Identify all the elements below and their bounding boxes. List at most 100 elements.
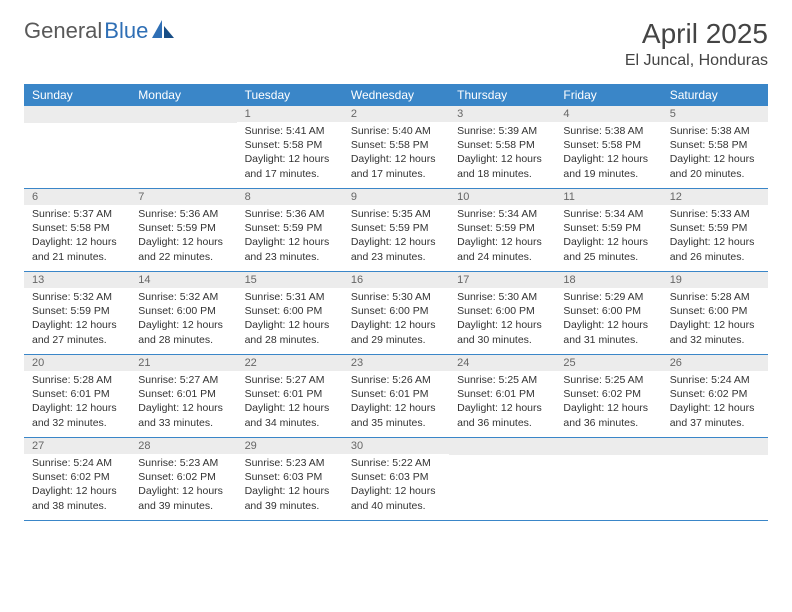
day-number: 3 bbox=[449, 106, 555, 122]
daylight-line: Daylight: 12 hours and 30 minutes. bbox=[457, 318, 547, 346]
day-number: 12 bbox=[662, 189, 768, 205]
day-body: Sunrise: 5:23 AMSunset: 6:03 PMDaylight:… bbox=[237, 454, 343, 517]
day-cell: 10Sunrise: 5:34 AMSunset: 5:59 PMDayligh… bbox=[449, 189, 555, 271]
daylight-line: Daylight: 12 hours and 36 minutes. bbox=[563, 401, 653, 429]
day-number: 19 bbox=[662, 272, 768, 288]
sunset-line: Sunset: 5:59 PM bbox=[245, 221, 335, 235]
sunrise-line: Sunrise: 5:39 AM bbox=[457, 124, 547, 138]
title-block: April 2025 El Juncal, Honduras bbox=[625, 18, 768, 70]
weekday-header: Monday bbox=[130, 84, 236, 106]
sunset-line: Sunset: 6:00 PM bbox=[138, 304, 228, 318]
sunrise-line: Sunrise: 5:33 AM bbox=[670, 207, 760, 221]
sunset-line: Sunset: 5:59 PM bbox=[351, 221, 441, 235]
weekday-header: Tuesday bbox=[237, 84, 343, 106]
day-body: Sunrise: 5:25 AMSunset: 6:02 PMDaylight:… bbox=[555, 371, 661, 434]
sunrise-line: Sunrise: 5:31 AM bbox=[245, 290, 335, 304]
day-cell: 9Sunrise: 5:35 AMSunset: 5:59 PMDaylight… bbox=[343, 189, 449, 271]
calendar-body: 1Sunrise: 5:41 AMSunset: 5:58 PMDaylight… bbox=[24, 106, 768, 521]
day-cell: 25Sunrise: 5:25 AMSunset: 6:02 PMDayligh… bbox=[555, 355, 661, 437]
daylight-line: Daylight: 12 hours and 21 minutes. bbox=[32, 235, 122, 263]
sunrise-line: Sunrise: 5:30 AM bbox=[457, 290, 547, 304]
day-number: 30 bbox=[343, 438, 449, 454]
day-body: Sunrise: 5:24 AMSunset: 6:02 PMDaylight:… bbox=[24, 454, 130, 517]
day-number bbox=[555, 438, 661, 455]
sunrise-line: Sunrise: 5:22 AM bbox=[351, 456, 441, 470]
day-number: 2 bbox=[343, 106, 449, 122]
sunset-line: Sunset: 5:59 PM bbox=[563, 221, 653, 235]
weekday-header: Saturday bbox=[662, 84, 768, 106]
day-body: Sunrise: 5:28 AMSunset: 6:00 PMDaylight:… bbox=[662, 288, 768, 351]
weekday-header-row: SundayMondayTuesdayWednesdayThursdayFrid… bbox=[24, 84, 768, 106]
day-cell: 26Sunrise: 5:24 AMSunset: 6:02 PMDayligh… bbox=[662, 355, 768, 437]
sunset-line: Sunset: 6:01 PM bbox=[32, 387, 122, 401]
daylight-line: Daylight: 12 hours and 29 minutes. bbox=[351, 318, 441, 346]
day-cell: 14Sunrise: 5:32 AMSunset: 6:00 PMDayligh… bbox=[130, 272, 236, 354]
calendar-week: 6Sunrise: 5:37 AMSunset: 5:58 PMDaylight… bbox=[24, 189, 768, 272]
calendar-week: 27Sunrise: 5:24 AMSunset: 6:02 PMDayligh… bbox=[24, 438, 768, 521]
sunset-line: Sunset: 6:02 PM bbox=[138, 470, 228, 484]
calendar-week: 1Sunrise: 5:41 AMSunset: 5:58 PMDaylight… bbox=[24, 106, 768, 189]
day-cell: 28Sunrise: 5:23 AMSunset: 6:02 PMDayligh… bbox=[130, 438, 236, 520]
location-label: El Juncal, Honduras bbox=[625, 52, 768, 70]
sunset-line: Sunset: 6:01 PM bbox=[351, 387, 441, 401]
daylight-line: Daylight: 12 hours and 17 minutes. bbox=[351, 152, 441, 180]
logo-text-blue: Blue bbox=[104, 18, 148, 44]
day-cell: 13Sunrise: 5:32 AMSunset: 5:59 PMDayligh… bbox=[24, 272, 130, 354]
sunrise-line: Sunrise: 5:32 AM bbox=[32, 290, 122, 304]
day-number bbox=[662, 438, 768, 455]
sunset-line: Sunset: 5:58 PM bbox=[245, 138, 335, 152]
day-body: Sunrise: 5:38 AMSunset: 5:58 PMDaylight:… bbox=[662, 122, 768, 185]
daylight-line: Daylight: 12 hours and 39 minutes. bbox=[245, 484, 335, 512]
day-body: Sunrise: 5:29 AMSunset: 6:00 PMDaylight:… bbox=[555, 288, 661, 351]
sunset-line: Sunset: 5:58 PM bbox=[563, 138, 653, 152]
day-body: Sunrise: 5:39 AMSunset: 5:58 PMDaylight:… bbox=[449, 122, 555, 185]
daylight-line: Daylight: 12 hours and 17 minutes. bbox=[245, 152, 335, 180]
day-body: Sunrise: 5:37 AMSunset: 5:58 PMDaylight:… bbox=[24, 205, 130, 268]
day-number bbox=[130, 106, 236, 123]
sunrise-line: Sunrise: 5:36 AM bbox=[138, 207, 228, 221]
day-cell: 2Sunrise: 5:40 AMSunset: 5:58 PMDaylight… bbox=[343, 106, 449, 188]
day-number: 9 bbox=[343, 189, 449, 205]
sunrise-line: Sunrise: 5:32 AM bbox=[138, 290, 228, 304]
sunrise-line: Sunrise: 5:34 AM bbox=[457, 207, 547, 221]
sunrise-line: Sunrise: 5:27 AM bbox=[245, 373, 335, 387]
weekday-header: Wednesday bbox=[343, 84, 449, 106]
day-number: 1 bbox=[237, 106, 343, 122]
daylight-line: Daylight: 12 hours and 34 minutes. bbox=[245, 401, 335, 429]
sunrise-line: Sunrise: 5:23 AM bbox=[138, 456, 228, 470]
day-number bbox=[24, 106, 130, 123]
sunrise-line: Sunrise: 5:35 AM bbox=[351, 207, 441, 221]
sunset-line: Sunset: 5:58 PM bbox=[351, 138, 441, 152]
day-number: 18 bbox=[555, 272, 661, 288]
day-cell: 29Sunrise: 5:23 AMSunset: 6:03 PMDayligh… bbox=[237, 438, 343, 520]
daylight-line: Daylight: 12 hours and 25 minutes. bbox=[563, 235, 653, 263]
day-number bbox=[449, 438, 555, 455]
day-number: 16 bbox=[343, 272, 449, 288]
sunset-line: Sunset: 6:01 PM bbox=[138, 387, 228, 401]
logo-text-general: General bbox=[24, 18, 102, 44]
day-cell: 7Sunrise: 5:36 AMSunset: 5:59 PMDaylight… bbox=[130, 189, 236, 271]
calendar: SundayMondayTuesdayWednesdayThursdayFrid… bbox=[24, 84, 768, 521]
sunset-line: Sunset: 6:02 PM bbox=[32, 470, 122, 484]
daylight-line: Daylight: 12 hours and 28 minutes. bbox=[138, 318, 228, 346]
day-number: 29 bbox=[237, 438, 343, 454]
sunrise-line: Sunrise: 5:26 AM bbox=[351, 373, 441, 387]
sunrise-line: Sunrise: 5:38 AM bbox=[670, 124, 760, 138]
day-number: 27 bbox=[24, 438, 130, 454]
day-cell: 16Sunrise: 5:30 AMSunset: 6:00 PMDayligh… bbox=[343, 272, 449, 354]
daylight-line: Daylight: 12 hours and 32 minutes. bbox=[670, 318, 760, 346]
day-body: Sunrise: 5:35 AMSunset: 5:59 PMDaylight:… bbox=[343, 205, 449, 268]
sunset-line: Sunset: 6:01 PM bbox=[457, 387, 547, 401]
weekday-header: Thursday bbox=[449, 84, 555, 106]
day-cell: 18Sunrise: 5:29 AMSunset: 6:00 PMDayligh… bbox=[555, 272, 661, 354]
day-cell: 6Sunrise: 5:37 AMSunset: 5:58 PMDaylight… bbox=[24, 189, 130, 271]
logo: GeneralBlue bbox=[24, 18, 174, 44]
day-body: Sunrise: 5:26 AMSunset: 6:01 PMDaylight:… bbox=[343, 371, 449, 434]
daylight-line: Daylight: 12 hours and 18 minutes. bbox=[457, 152, 547, 180]
day-cell: 20Sunrise: 5:28 AMSunset: 6:01 PMDayligh… bbox=[24, 355, 130, 437]
sunset-line: Sunset: 6:00 PM bbox=[670, 304, 760, 318]
day-number: 21 bbox=[130, 355, 236, 371]
sunrise-line: Sunrise: 5:36 AM bbox=[245, 207, 335, 221]
day-cell: 23Sunrise: 5:26 AMSunset: 6:01 PMDayligh… bbox=[343, 355, 449, 437]
day-body: Sunrise: 5:36 AMSunset: 5:59 PMDaylight:… bbox=[130, 205, 236, 268]
